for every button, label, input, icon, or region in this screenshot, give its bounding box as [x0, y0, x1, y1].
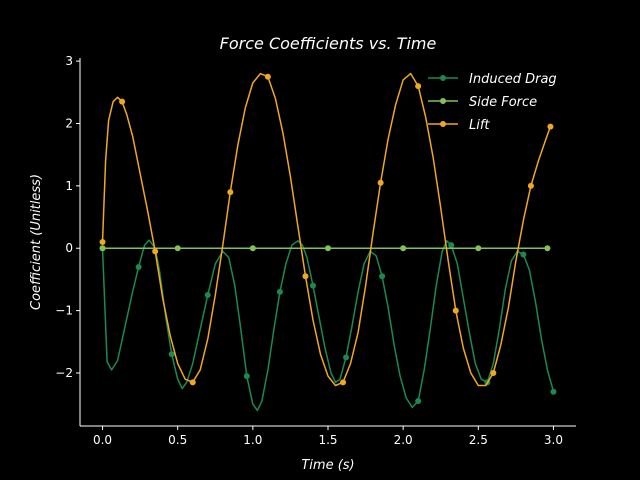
data-point-lift — [527, 182, 534, 189]
data-point-induced-drag — [520, 251, 527, 258]
x-axis: 0.0 0.5 1.0 1.5 2.0 2.5 3.0 — [80, 425, 576, 447]
legend-label: Lift — [469, 118, 490, 133]
series-lift — [99, 72, 554, 387]
legend-swatch-marker — [440, 98, 446, 104]
data-point-induced-drag — [415, 398, 422, 405]
data-point-side-force — [325, 245, 331, 252]
data-point-lift — [415, 83, 422, 90]
data-point-lift — [119, 98, 126, 105]
y-axis: −2 −1 0 1 2 3 — [55, 54, 81, 426]
y-tick-label: 3 — [65, 54, 73, 68]
x-tick-label: 0.5 — [168, 433, 187, 447]
x-tick-label: 1.0 — [243, 433, 262, 447]
y-tick-label: 2 — [65, 116, 73, 130]
data-point-side-force — [99, 245, 106, 252]
data-point-induced-drag — [309, 282, 316, 289]
legend-swatch-marker — [440, 121, 446, 127]
data-point-lift — [547, 123, 554, 130]
data-point-induced-drag — [343, 354, 350, 361]
legend-label: Side Force — [469, 95, 537, 110]
data-point-lift — [302, 273, 309, 280]
data-point-lift — [227, 189, 234, 196]
data-point-induced-drag — [204, 292, 211, 299]
data-point-induced-drag — [550, 388, 557, 395]
data-point-lift — [264, 73, 271, 80]
legend-label: Induced Drag — [469, 72, 557, 87]
x-tick-label: 0.0 — [93, 433, 112, 447]
y-tick-label: 1 — [65, 179, 73, 193]
plot-area — [99, 72, 557, 412]
x-tick-label: 3.0 — [544, 433, 563, 447]
data-point-induced-drag — [276, 288, 283, 295]
data-point-side-force — [400, 245, 407, 252]
legend-entry-side-force: Side Force — [428, 95, 537, 110]
legend-swatch-marker — [440, 75, 446, 81]
data-point-side-force — [249, 245, 256, 252]
data-point-lift — [152, 248, 159, 255]
data-point-lift — [340, 379, 347, 386]
y-tick-label: 0 — [65, 241, 73, 255]
x-tick-label: 2.5 — [469, 433, 488, 447]
data-point-side-force — [174, 245, 181, 252]
data-point-side-force — [475, 245, 482, 252]
series-side-force — [99, 245, 551, 252]
data-point-lift — [189, 379, 196, 386]
data-point-lift — [490, 369, 497, 376]
data-point-side-force — [544, 245, 551, 252]
x-axis-label: Time (s) — [301, 458, 354, 473]
x-tick-label: 1.5 — [318, 433, 337, 447]
data-point-induced-drag — [243, 373, 250, 380]
data-point-lift — [452, 307, 459, 314]
series-line-lift — [101, 72, 552, 387]
y-tick-label: −2 — [55, 366, 73, 380]
legend-entry-lift: Lift — [428, 118, 490, 133]
data-point-induced-drag — [448, 242, 455, 249]
y-tick-label: −1 — [55, 304, 73, 318]
data-point-lift — [99, 239, 106, 245]
data-point-induced-drag — [168, 351, 175, 358]
data-point-induced-drag — [379, 273, 386, 280]
chart-title: Force Coefficients vs. Time — [220, 34, 437, 53]
series-line-induced-drag — [101, 239, 555, 412]
x-tick-label: 2.0 — [394, 433, 413, 447]
data-point-lift — [377, 179, 384, 186]
legend: Induced Drag Side Force Lift — [428, 72, 557, 133]
data-point-induced-drag — [135, 263, 142, 270]
y-axis-label: Coefficient (Unitless) — [29, 174, 44, 310]
legend-entry-induced-drag: Induced Drag — [428, 72, 557, 87]
